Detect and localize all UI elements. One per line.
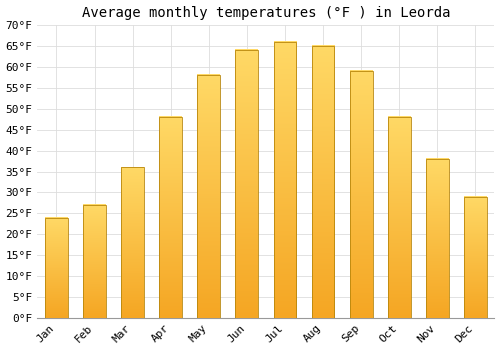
Bar — [274, 42, 296, 318]
Bar — [236, 50, 258, 318]
Bar — [388, 117, 410, 318]
Bar — [45, 218, 68, 318]
Bar — [121, 167, 144, 318]
Bar — [350, 71, 372, 318]
Bar — [312, 46, 334, 318]
Bar — [198, 75, 220, 318]
Bar — [83, 205, 106, 318]
Title: Average monthly temperatures (°F ) in Leorda: Average monthly temperatures (°F ) in Le… — [82, 6, 450, 20]
Bar — [426, 159, 448, 318]
Bar — [160, 117, 182, 318]
Bar — [464, 197, 487, 318]
